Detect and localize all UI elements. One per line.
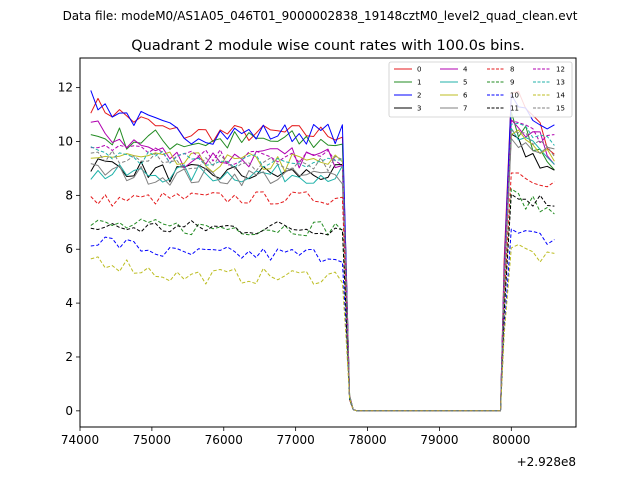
plot-area: 74000 75000 76000 77000 78000 79000 80000 0 2 4 6… — [58, 57, 577, 447]
legend-label-11: 11 — [510, 105, 519, 113]
x-tick-label: 79000 — [420, 433, 458, 447]
x-axis-ticks: 74000 75000 76000 77000 78000 79000 80000 — [61, 427, 530, 447]
legend-label-6: 6 — [463, 92, 468, 100]
legend-label-8: 8 — [510, 66, 514, 74]
x-tick-label: 74000 — [61, 433, 99, 447]
legend-label-9: 9 — [510, 79, 514, 87]
legend-label-3: 3 — [417, 105, 421, 113]
x-tick-label: 78000 — [348, 433, 386, 447]
y-tick-label: 6 — [65, 242, 73, 256]
y-tick-label: 2 — [65, 350, 73, 364]
legend-label-15: 15 — [556, 105, 565, 113]
y-tick-label: 12 — [58, 81, 73, 95]
legend-label-12: 12 — [556, 66, 565, 74]
series-line-8 — [90, 172, 555, 412]
y-tick-label: 10 — [58, 134, 73, 148]
legend-frame — [388, 61, 573, 118]
legend-label-5: 5 — [463, 79, 467, 87]
x-axis-offset-label: +2.928e8 — [517, 455, 576, 469]
legend-label-4: 4 — [463, 66, 468, 74]
x-tick-label: 75000 — [133, 433, 171, 447]
legend-label-10: 10 — [510, 92, 519, 100]
figure-suptitle: Data file: modeM0/AS1A05_046T01_90000028… — [63, 9, 578, 23]
y-tick-label: 4 — [65, 296, 73, 310]
axes-frame — [79, 57, 577, 428]
y-tick-label: 0 — [65, 404, 73, 418]
chart-title: Quadrant 2 module wise count rates with … — [131, 38, 525, 54]
legend-label-1: 1 — [417, 79, 421, 87]
legend-label-0: 0 — [417, 66, 421, 74]
series-line-15 — [90, 130, 555, 412]
y-tick-label: 8 — [65, 188, 73, 202]
x-tick-label: 76000 — [205, 433, 243, 447]
legend-label-7: 7 — [463, 105, 467, 113]
legend-label-14: 14 — [556, 92, 565, 100]
y-axis-ticks: 0 2 4 6 8 10 12 — [58, 81, 80, 418]
x-tick-label: 77000 — [277, 433, 315, 447]
legend-label-2: 2 — [417, 92, 421, 100]
series-group — [90, 90, 555, 412]
legend-label-13: 13 — [556, 79, 565, 87]
x-tick-label: 80000 — [492, 433, 530, 447]
